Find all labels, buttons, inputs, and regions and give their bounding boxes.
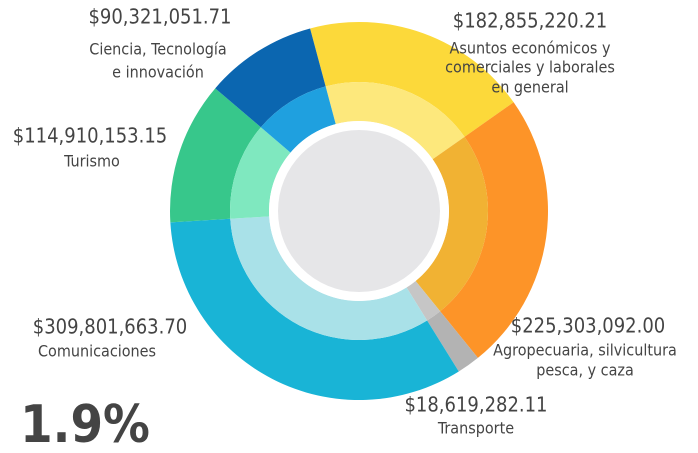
inner-slice — [260, 86, 336, 153]
slice — [170, 88, 261, 223]
category-label: Transporte — [437, 419, 514, 438]
inner-slice — [230, 127, 291, 219]
slice — [215, 28, 326, 128]
category-label: Agropecuaria, silvicultura — [493, 341, 677, 360]
inner-slice — [415, 136, 488, 312]
value-label: $225,303,092.00 — [511, 314, 665, 338]
inner-slice — [325, 82, 465, 160]
category-label: pesca, y caza — [536, 361, 634, 380]
value-label: $18,619,282.11 — [404, 393, 547, 417]
category-label: e innovación — [112, 63, 204, 82]
category-label: Ciencia, Tecnología — [89, 40, 226, 59]
annotation: 1.9% — [20, 395, 150, 453]
value-label: $90,321,051.71 — [88, 5, 231, 29]
value-label: $182,855,220.21 — [453, 9, 607, 33]
slice — [427, 311, 478, 372]
inner-slice — [230, 216, 428, 340]
slice — [440, 102, 548, 358]
slice — [170, 218, 459, 400]
value-label: $114,910,153.15 — [13, 124, 167, 148]
category-label: Turismo — [63, 152, 120, 171]
category-label: Comunicaciones — [38, 342, 156, 361]
inner-slice — [406, 280, 441, 321]
category-label: en general — [491, 78, 568, 97]
value-label: $309,801,663.70 — [33, 315, 187, 339]
center — [278, 130, 440, 292]
category-label: Asuntos económicos y — [450, 39, 611, 58]
slice — [310, 21, 514, 137]
category-label: comerciales y laborales — [445, 58, 615, 77]
